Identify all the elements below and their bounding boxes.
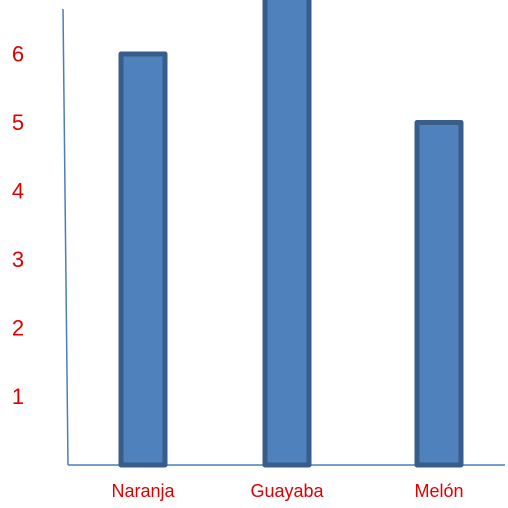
category-labels: Naranja Guayaba Melón: [111, 481, 463, 501]
bar-mel-n: [414, 120, 464, 468]
bar-naranja: [118, 51, 168, 468]
y-axis: [62, 8, 69, 466]
y-tick-labels: 1234567: [12, 42, 24, 410]
bars: [118, 0, 464, 468]
y-tick-label-5: 5: [12, 110, 24, 135]
category-label-0: Naranja: [111, 481, 175, 501]
category-label-1: Guayaba: [250, 481, 324, 501]
y-tick-label-6: 6: [12, 42, 24, 67]
y-tick-label-3: 3: [12, 247, 24, 272]
category-label-2: Melón: [414, 481, 463, 501]
bar-guayaba: [262, 0, 312, 468]
y-tick-label-4: 4: [12, 179, 24, 204]
y-tick-label-1: 1: [12, 384, 24, 409]
y-tick-label-2: 2: [12, 316, 24, 341]
